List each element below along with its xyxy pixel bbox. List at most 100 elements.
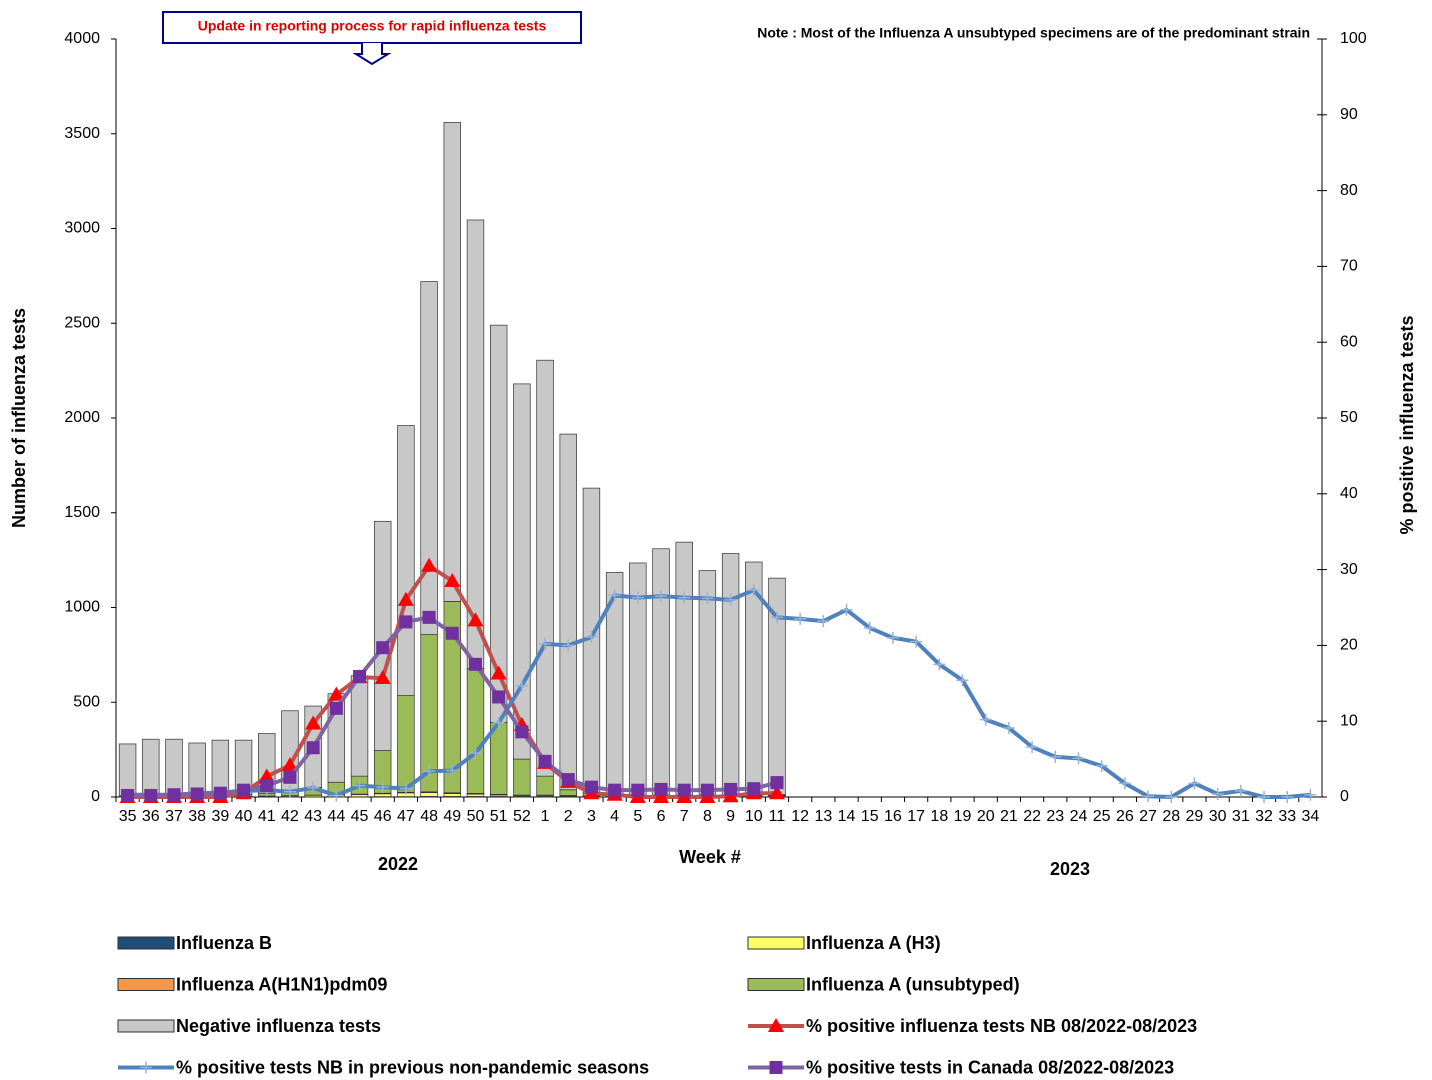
marker — [539, 637, 552, 650]
marker — [677, 783, 691, 797]
marker — [1188, 777, 1201, 790]
x-tick-label: 27 — [1139, 808, 1157, 825]
x-tick-label: 47 — [397, 808, 415, 825]
marker — [1165, 791, 1178, 803]
bar — [443, 793, 461, 797]
y2-tick-label: 60 — [1340, 333, 1358, 350]
marker — [374, 669, 391, 684]
y-tick-label: 2000 — [64, 409, 100, 426]
marker — [121, 788, 135, 802]
y-tick-label: 0 — [91, 788, 100, 805]
x-tick-label: 30 — [1209, 808, 1227, 825]
marker — [1026, 740, 1039, 753]
marker — [538, 754, 552, 768]
y2-tick-label: 40 — [1340, 485, 1358, 502]
legend-swatch — [117, 936, 175, 950]
marker — [794, 612, 807, 625]
note: Note : Most of the Influenza A unsubtype… — [757, 25, 1310, 41]
marker — [1258, 791, 1271, 803]
marker — [631, 783, 645, 797]
marker — [886, 631, 899, 644]
marker — [423, 765, 436, 778]
y2-tick-label: 90 — [1340, 106, 1358, 123]
marker — [305, 715, 322, 730]
marker — [515, 725, 529, 739]
x-tick-label: 13 — [814, 808, 832, 825]
annotation-box — [162, 11, 582, 44]
marker — [399, 782, 412, 795]
x-tick-label: 38 — [188, 808, 206, 825]
marker — [399, 615, 413, 629]
legend-swatch — [747, 978, 805, 991]
y2-axis-title: % positive influenza tests — [1397, 315, 1417, 534]
x-tick-label: 18 — [930, 808, 948, 825]
marker — [910, 635, 923, 648]
marker — [1095, 759, 1108, 772]
x-tick-label: 36 — [142, 808, 160, 825]
x-tick-label: 1 — [541, 808, 550, 825]
x-tick-label: 15 — [861, 808, 879, 825]
bar — [118, 743, 137, 797]
marker — [397, 591, 414, 606]
x-tick-label: 21 — [1000, 808, 1018, 825]
y2-tick-label: 30 — [1340, 561, 1358, 578]
legend-label: % positive tests in Canada 08/2022-08/20… — [806, 1057, 1174, 1077]
marker — [724, 593, 737, 606]
bar — [652, 548, 670, 796]
marker — [376, 641, 390, 655]
marker — [631, 591, 644, 604]
marker — [840, 603, 853, 616]
x-tick-label: 35 — [119, 808, 137, 825]
bar — [513, 383, 531, 760]
marker — [863, 621, 876, 634]
y-tick-label: 500 — [73, 693, 100, 710]
x-tick-label: 29 — [1186, 808, 1204, 825]
marker — [562, 639, 575, 652]
bar — [374, 793, 392, 797]
marker — [1211, 787, 1224, 800]
y2-tick-label: 70 — [1340, 258, 1358, 275]
legend-label: Influenza A (H3) — [806, 933, 941, 953]
bar — [142, 738, 160, 797]
legend-label: Influenza A(H1N1)pdm09 — [176, 974, 387, 994]
legend-label: % positive tests NB in previous non-pand… — [176, 1057, 649, 1077]
x-tick-label: 9 — [726, 808, 735, 825]
marker — [1304, 788, 1317, 801]
marker — [353, 779, 366, 792]
bar — [443, 122, 461, 602]
x-tick-label: 4 — [610, 808, 619, 825]
marker — [700, 783, 714, 797]
bar — [536, 775, 554, 796]
bar — [559, 789, 577, 796]
y-tick-label: 1500 — [64, 504, 100, 521]
marker — [768, 785, 785, 800]
y2-tick-label: 10 — [1340, 712, 1358, 729]
x-tick-label: 34 — [1302, 808, 1320, 825]
bar — [466, 667, 485, 794]
y-tick-label: 2500 — [64, 314, 100, 331]
x-tick-label: 48 — [420, 808, 438, 825]
marker — [770, 611, 783, 624]
legend-label: Influenza A (unsubtyped) — [806, 974, 1020, 994]
bar — [513, 758, 531, 796]
legend-label: Negative influenza tests — [176, 1016, 381, 1036]
x-tick-label: 50 — [467, 808, 485, 825]
x-tick-label: 39 — [211, 808, 229, 825]
marker — [307, 781, 320, 794]
marker — [1281, 791, 1294, 803]
marker — [678, 591, 691, 604]
legend-swatch — [117, 1019, 175, 1033]
x-tick-label: 37 — [165, 808, 183, 825]
x-tick-label: 19 — [954, 808, 972, 825]
bar — [350, 675, 369, 777]
x-tick-label: 11 — [769, 808, 786, 825]
marker — [469, 747, 482, 760]
marker — [281, 757, 298, 772]
x-tick-label: 23 — [1046, 808, 1064, 825]
bar — [466, 219, 485, 669]
y2-tick-label: 80 — [1340, 182, 1358, 199]
marker — [421, 557, 438, 572]
x-tick-label: 2 — [564, 808, 573, 825]
